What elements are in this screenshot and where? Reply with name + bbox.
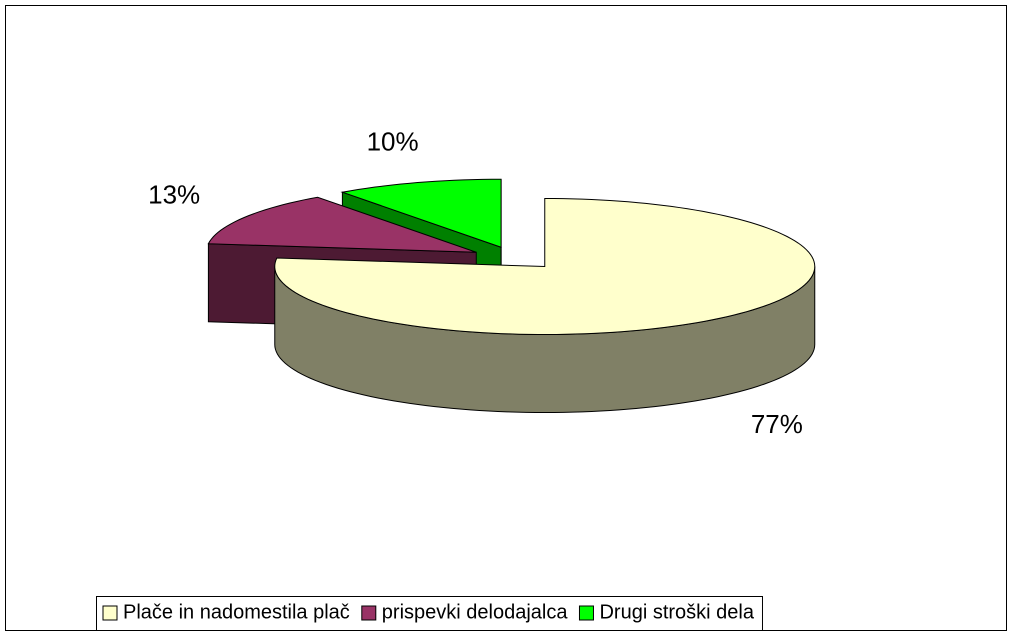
legend-label: Plače in nadomestila plač [123,601,350,623]
data-label: 10% [367,127,419,157]
slice [274,197,816,336]
legend-label: prispevki delodajalca [382,601,569,623]
legend-label: Drugi stroški dela [599,601,754,623]
legend-swatch [102,605,118,621]
slice [207,196,477,253]
legend-swatch [578,605,594,621]
legend: Plače in nadomestila plač prispevki delod… [96,596,763,631]
slice [340,178,502,248]
legend-swatch [361,605,377,621]
legend-box [96,596,763,631]
data-label: 77% [751,409,803,439]
slice [274,197,816,414]
data-label: 13% [148,180,200,210]
